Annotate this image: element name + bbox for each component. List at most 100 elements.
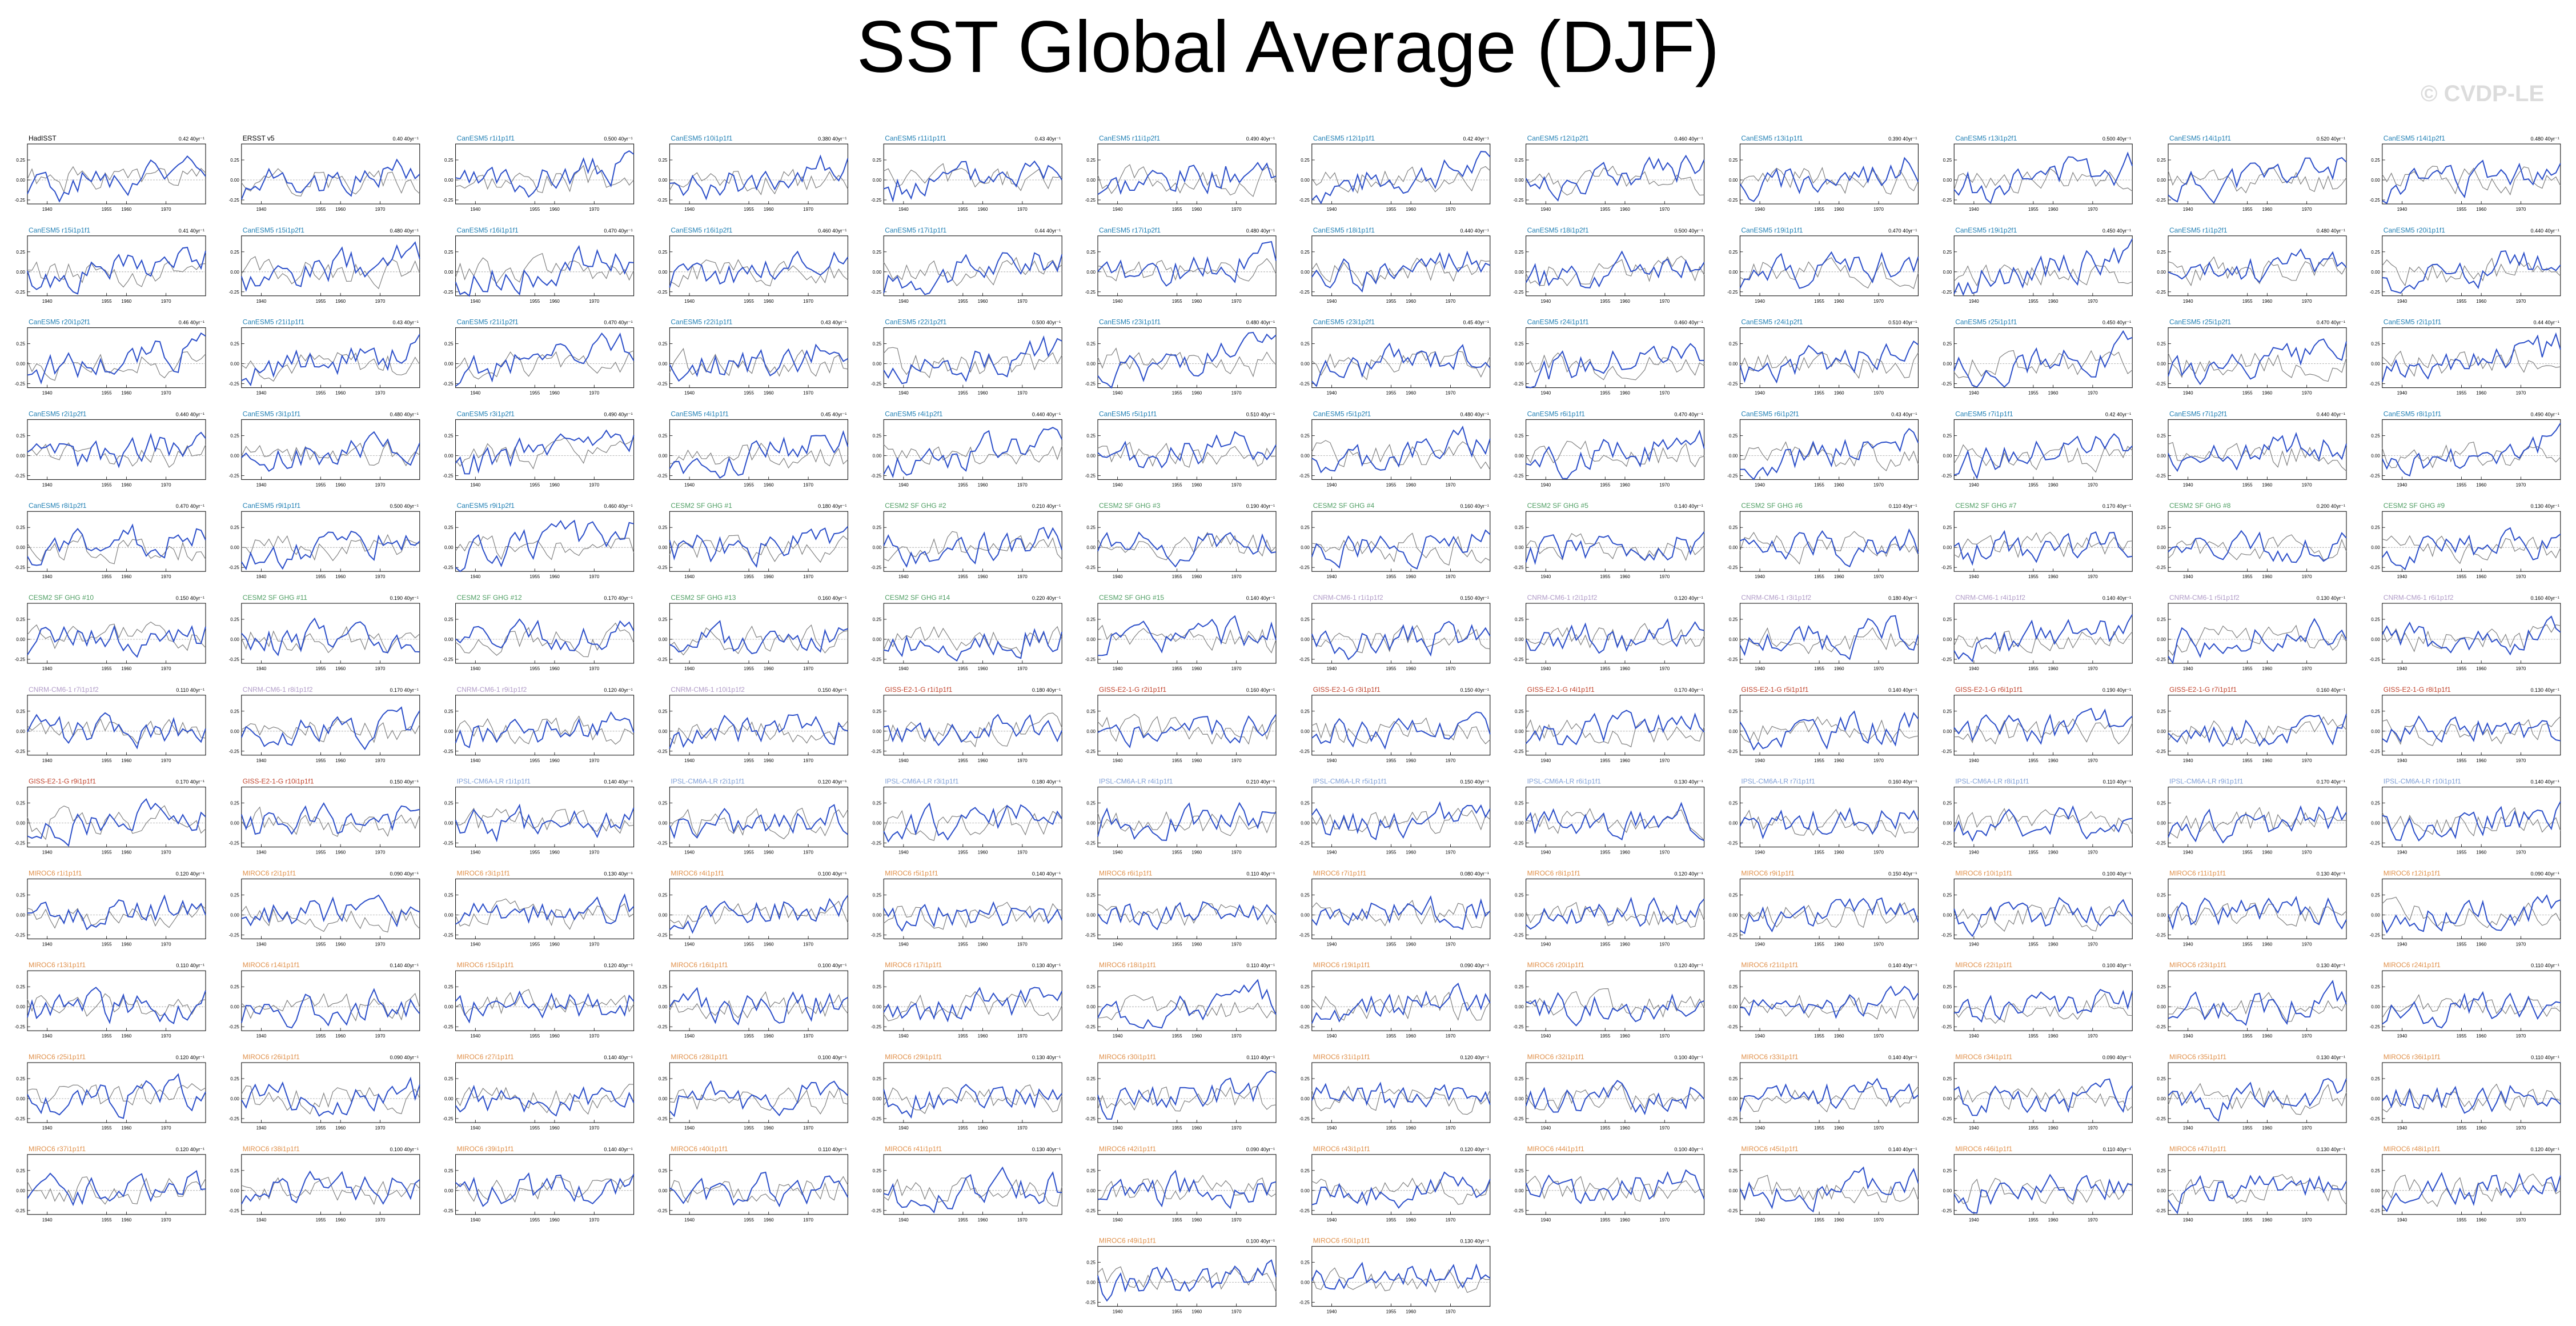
observed-series-line: [455, 437, 634, 470]
x-tick-label: 1970: [161, 391, 171, 396]
y-tick-label: -0.25: [1513, 932, 1524, 938]
panel-frame: [1097, 970, 1277, 1031]
x-tick-label: 1970: [1659, 758, 1670, 763]
x-tick-label: 1955: [2242, 1125, 2253, 1131]
panel-frame: [27, 603, 206, 664]
panel-frame: [1953, 603, 2133, 664]
simulated-series-line: [883, 714, 1063, 747]
x-tick-label: 1970: [1446, 1217, 1456, 1223]
x-tick-label: 1970: [1446, 574, 1456, 579]
chart-panel: CESM2 SF GHG #1 0.180 40yr⁻¹-0.250.000.25…: [657, 502, 849, 579]
panel-trend: 0.130 40yr⁻¹: [1674, 779, 1703, 785]
x-tick-label: 1960: [1834, 1125, 1844, 1131]
x-tick-label: 1960: [2262, 482, 2272, 487]
simulated-series-line: [1740, 986, 1919, 1019]
y-tick-label: 0.00: [2157, 821, 2166, 826]
y-tick-label: 0.25: [1943, 433, 1952, 438]
panel-label: MIROC6 r3i1p1f1: [457, 869, 511, 877]
x-tick-label: 1940: [2183, 666, 2193, 671]
x-tick-label: 1955: [744, 299, 754, 304]
panel-label: CanESM5 r12i1p1f1: [1313, 134, 1375, 142]
simulated-series-line: [2168, 618, 2347, 664]
x-tick-label: 1955: [1386, 482, 1397, 487]
x-tick-label: 1960: [978, 574, 988, 579]
panel-frame: [1739, 695, 1919, 756]
simulated-series-line: [2168, 157, 2347, 204]
y-tick-label: -0.25: [2370, 1024, 2381, 1029]
x-tick-label: 1970: [589, 207, 599, 212]
x-tick-label: 1955: [1600, 482, 1610, 487]
observed-series-line: [1740, 1085, 1919, 1113]
x-tick-label: 1955: [958, 1217, 968, 1223]
x-tick-label: 1970: [1659, 391, 1670, 396]
chart-panel: CanESM5 r7i1p1f1 0.42 40yr⁻¹-0.250.000.25…: [1941, 410, 2133, 487]
panel-trend: 0.100 40yr⁻¹: [818, 871, 846, 876]
x-tick-label: 1970: [589, 666, 599, 671]
x-tick-label: 1970: [161, 299, 171, 304]
chart-panel: MIROC6 r24i1p1f1 0.110 40yr⁻¹-0.250.000.2…: [2370, 961, 2561, 1039]
simulated-series-line: [1311, 620, 1491, 660]
panel-frame: [1311, 419, 1491, 480]
observed-series-line: [883, 444, 1062, 465]
y-tick-label: 0.00: [16, 545, 25, 550]
x-tick-label: 1970: [1873, 666, 1884, 671]
y-tick-label: 0.00: [2157, 912, 2166, 918]
y-tick-label: 0.00: [873, 362, 882, 367]
x-tick-label: 1970: [1231, 850, 1242, 855]
observed-series-line: [2382, 896, 2561, 928]
x-tick-label: 1955: [2242, 942, 2253, 947]
x-tick-label: 1940: [684, 1125, 695, 1131]
panel-trend: 0.110 40yr⁻¹: [1246, 1055, 1275, 1060]
y-tick-label: 0.25: [873, 433, 882, 438]
y-tick-label: 0.00: [230, 1096, 239, 1101]
simulated-series-line: [240, 1076, 420, 1117]
y-tick-label: 0.25: [2371, 1168, 2380, 1173]
panel-label: GISS-E2-1-G r9i1p1f1: [29, 778, 96, 786]
panel-frame: [2382, 327, 2561, 388]
chart-panel: CanESM5 r9i1p1f1 0.500 40yr⁻¹-0.250.000.2…: [229, 502, 420, 579]
panel-trend: 0.490 40yr⁻¹: [2531, 411, 2559, 417]
chart-panel: MIROC6 r33i1p1f1 0.140 40yr⁻¹-0.250.000.2…: [1727, 1053, 1919, 1131]
x-tick-label: 1940: [1327, 850, 1337, 855]
panel-trend: 0.440 40yr⁻¹: [2531, 228, 2559, 234]
x-tick-label: 1955: [1386, 391, 1397, 396]
y-tick-label: -0.25: [15, 565, 26, 570]
panel-label: MIROC6 r37i1p1f1: [29, 1145, 86, 1153]
chart-panel: CNRM-CM6-1 r9i1p1f2 0.120 40yr⁻¹-0.250.00…: [443, 686, 635, 763]
panel-trend: 0.150 40yr⁻¹: [818, 687, 846, 693]
x-tick-label: 1970: [375, 299, 386, 304]
y-tick-label: -0.25: [2370, 382, 2381, 387]
y-tick-label: 0.00: [16, 453, 25, 458]
y-tick-label: 0.25: [1943, 342, 1952, 347]
y-tick-label: 0.00: [1943, 821, 1952, 826]
x-tick-label: 1940: [1113, 1125, 1123, 1131]
x-tick-label: 1955: [1386, 299, 1397, 304]
y-tick-label: -0.25: [443, 749, 454, 754]
panel-label: CanESM5 r21i1p1f1: [243, 318, 304, 326]
x-tick-label: 1970: [1017, 1125, 1028, 1131]
x-tick-label: 1970: [375, 1125, 386, 1131]
y-tick-label: 0.00: [16, 1188, 25, 1193]
x-tick-label: 1940: [898, 758, 909, 763]
x-tick-label: 1955: [2028, 482, 2039, 487]
observed-series-line: [1953, 992, 2133, 1024]
x-tick-label: 1960: [549, 1125, 560, 1131]
panel-frame: [241, 878, 420, 939]
observed-series-line: [1526, 440, 1704, 468]
simulated-series-line: [1953, 805, 2133, 842]
observed-series-line: [884, 712, 1062, 748]
y-tick-label: 0.25: [444, 617, 454, 622]
x-tick-label: 1960: [2048, 482, 2059, 487]
y-tick-label: 0.00: [1301, 1188, 1310, 1193]
x-tick-label: 1955: [2242, 207, 2253, 212]
panel-label: IPSL-CM6A-LR r4i1p1f1: [1099, 778, 1173, 786]
y-tick-label: -0.25: [1727, 932, 1738, 938]
y-tick-label: -0.25: [1941, 290, 1952, 295]
panel-label: CESM2 SF GHG #4: [1313, 502, 1375, 510]
chart-panel: MIROC6 r13i1p1f1 0.110 40yr⁻¹-0.250.000.2…: [15, 961, 206, 1039]
x-tick-label: 1940: [2183, 1217, 2193, 1223]
panel-trend: 0.100 40yr⁻¹: [1674, 1147, 1703, 1152]
x-tick-label: 1960: [1834, 299, 1844, 304]
y-tick-label: 0.25: [16, 617, 25, 622]
panel-label: MIROC6 r18i1p1f1: [1099, 961, 1156, 969]
